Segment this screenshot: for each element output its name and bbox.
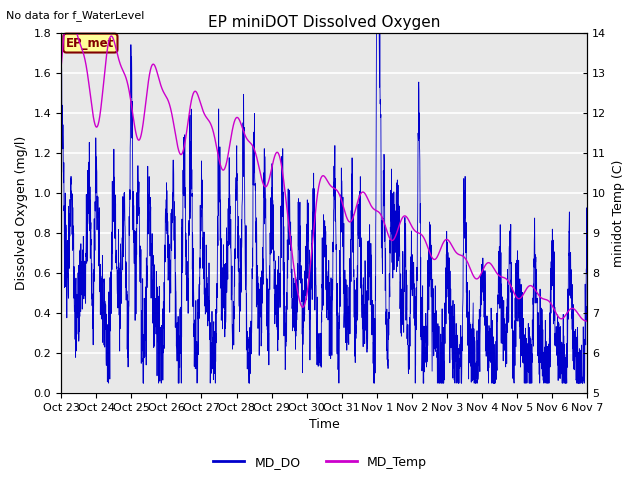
- Text: EP_met: EP_met: [67, 36, 115, 49]
- MD_DO: [373, 20, 381, 25]
- Line: MD_DO: MD_DO: [61, 23, 588, 383]
- Title: EP miniDOT Dissolved Oxygen: EP miniDOT Dissolved Oxygen: [208, 15, 440, 30]
- Y-axis label: Dissolved Oxygen (mg/l): Dissolved Oxygen (mg/l): [15, 136, 28, 290]
- MD_Temp: [259, 180, 267, 186]
- MD_Temp: [584, 319, 591, 324]
- MD_Temp: [573, 310, 581, 315]
- MD_Temp: [516, 295, 524, 301]
- MD_DO: [584, 242, 591, 248]
- Legend: MD_DO, MD_Temp: MD_DO, MD_Temp: [208, 451, 432, 474]
- MD_DO: [105, 380, 113, 386]
- MD_DO: [282, 343, 290, 349]
- MD_Temp: [57, 65, 65, 71]
- MD_DO: [57, 73, 65, 79]
- Y-axis label: minidot Temp (C): minidot Temp (C): [612, 159, 625, 266]
- MD_DO: [148, 300, 156, 305]
- Text: No data for f_WaterLevel: No data for f_WaterLevel: [6, 10, 145, 21]
- MD_Temp: [282, 196, 290, 202]
- MD_DO: [259, 281, 267, 287]
- MD_Temp: [63, 10, 71, 15]
- MD_DO: [517, 319, 525, 324]
- MD_DO: [573, 324, 581, 330]
- MD_Temp: [117, 64, 125, 70]
- MD_Temp: [148, 61, 156, 67]
- Line: MD_Temp: MD_Temp: [61, 12, 588, 322]
- MD_DO: [117, 300, 125, 306]
- X-axis label: Time: Time: [309, 419, 340, 432]
